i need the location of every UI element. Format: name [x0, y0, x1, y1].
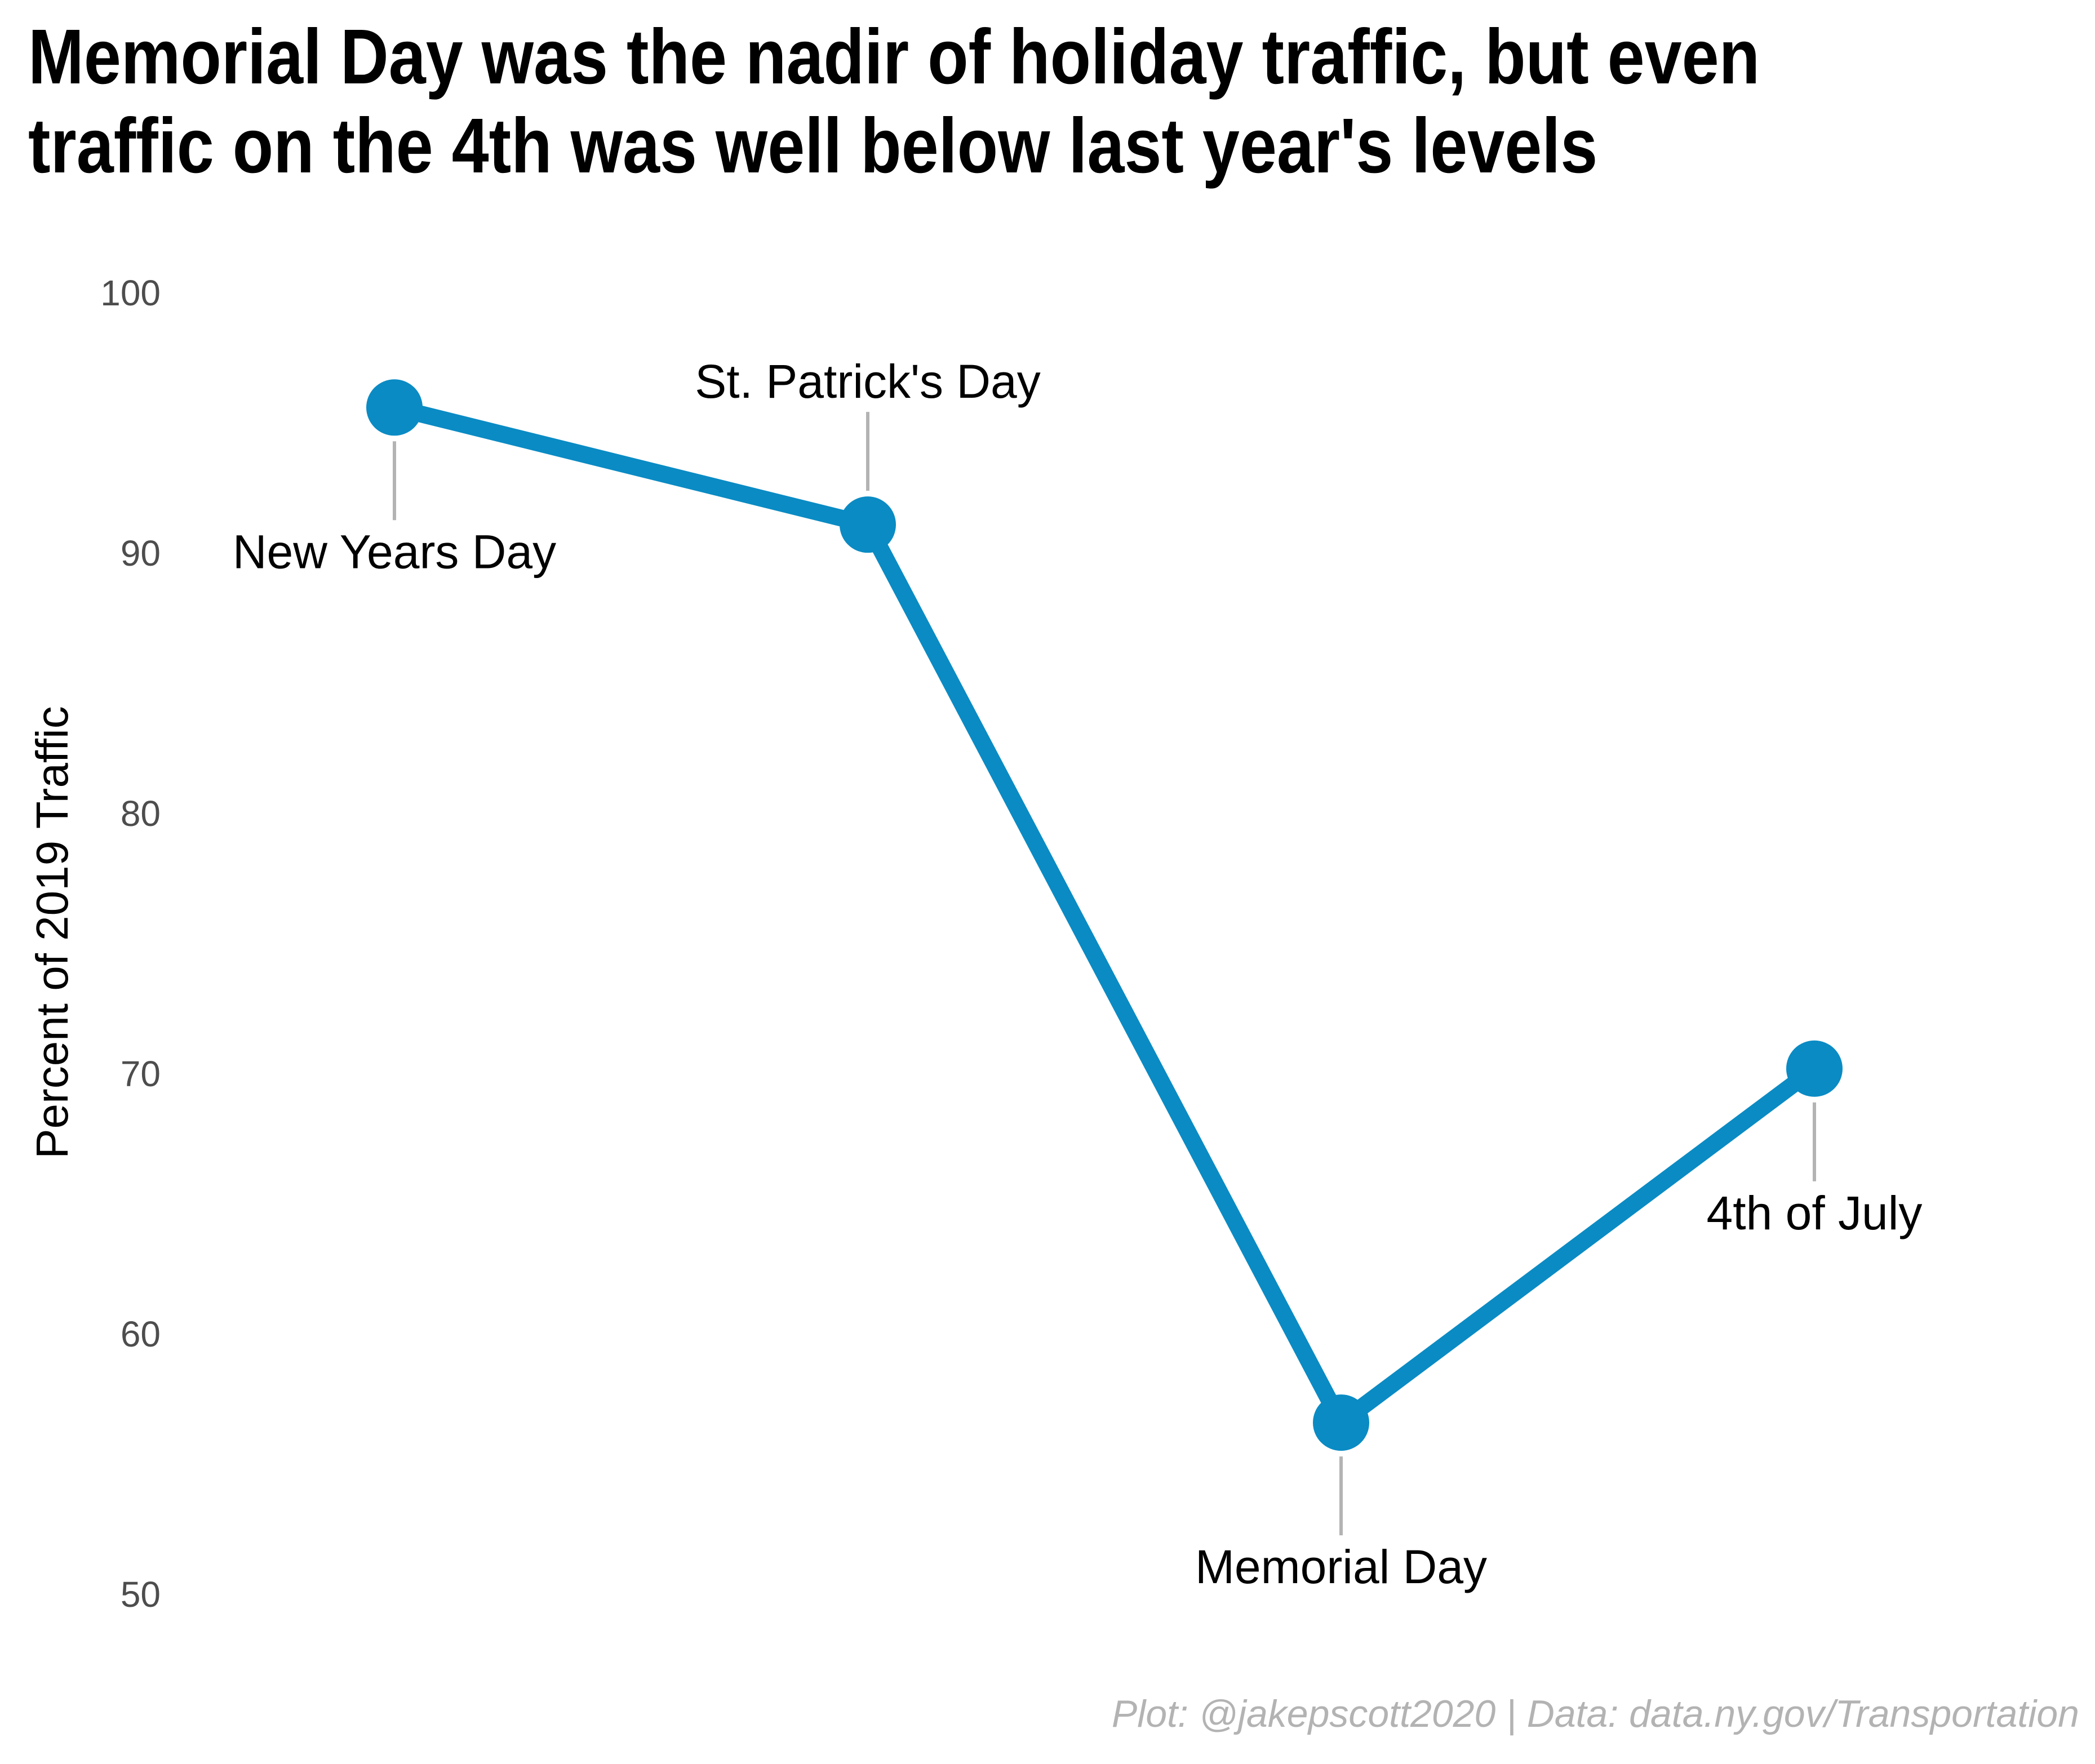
- y-tick-label-100: 100: [100, 273, 161, 313]
- label-leader-lines: [393, 412, 1816, 1536]
- point-label-st-patrick-s-day: St. Patrick's Day: [695, 355, 1041, 408]
- chart-title: Memorial Day was the nadir of holiday tr…: [28, 12, 1773, 190]
- point-label-4th-of-july: 4th of July: [1707, 1187, 1923, 1239]
- y-axis-ticks: 50 60 70 80 90 100: [100, 273, 161, 1615]
- point-label-memorial-day: Memorial Day: [1195, 1540, 1487, 1593]
- y-axis-title: Percent of 2019 Traffic: [27, 706, 77, 1158]
- data-point-new-years-day: [366, 379, 423, 436]
- y-tick-label-60: 60: [121, 1314, 161, 1354]
- caption: Plot: @jakepscott2020 | Data: data.ny.go…: [1112, 1692, 2079, 1735]
- y-tick-label-50: 50: [121, 1574, 161, 1615]
- data-point-memorial-day: [1313, 1394, 1369, 1451]
- point-label-new-years-day: New Years Day: [233, 525, 556, 578]
- data-point-st-patrick-s-day: [840, 496, 896, 553]
- y-tick-label-90: 90: [121, 533, 161, 574]
- chart-title-line-2: traffic on the 4th was well below last y…: [28, 103, 1598, 189]
- data-point-4th-of-july: [1786, 1040, 1843, 1097]
- series-line: [386, 399, 1823, 1432]
- series-traffic: [366, 379, 1843, 1451]
- y-tick-label-70: 70: [121, 1054, 161, 1094]
- point-labels: New Years Day St. Patrick's Day Memorial D…: [233, 355, 1923, 1593]
- chart-title-line-1: Memorial Day was the nadir of holiday tr…: [28, 14, 1760, 100]
- y-tick-label-80: 80: [121, 793, 161, 834]
